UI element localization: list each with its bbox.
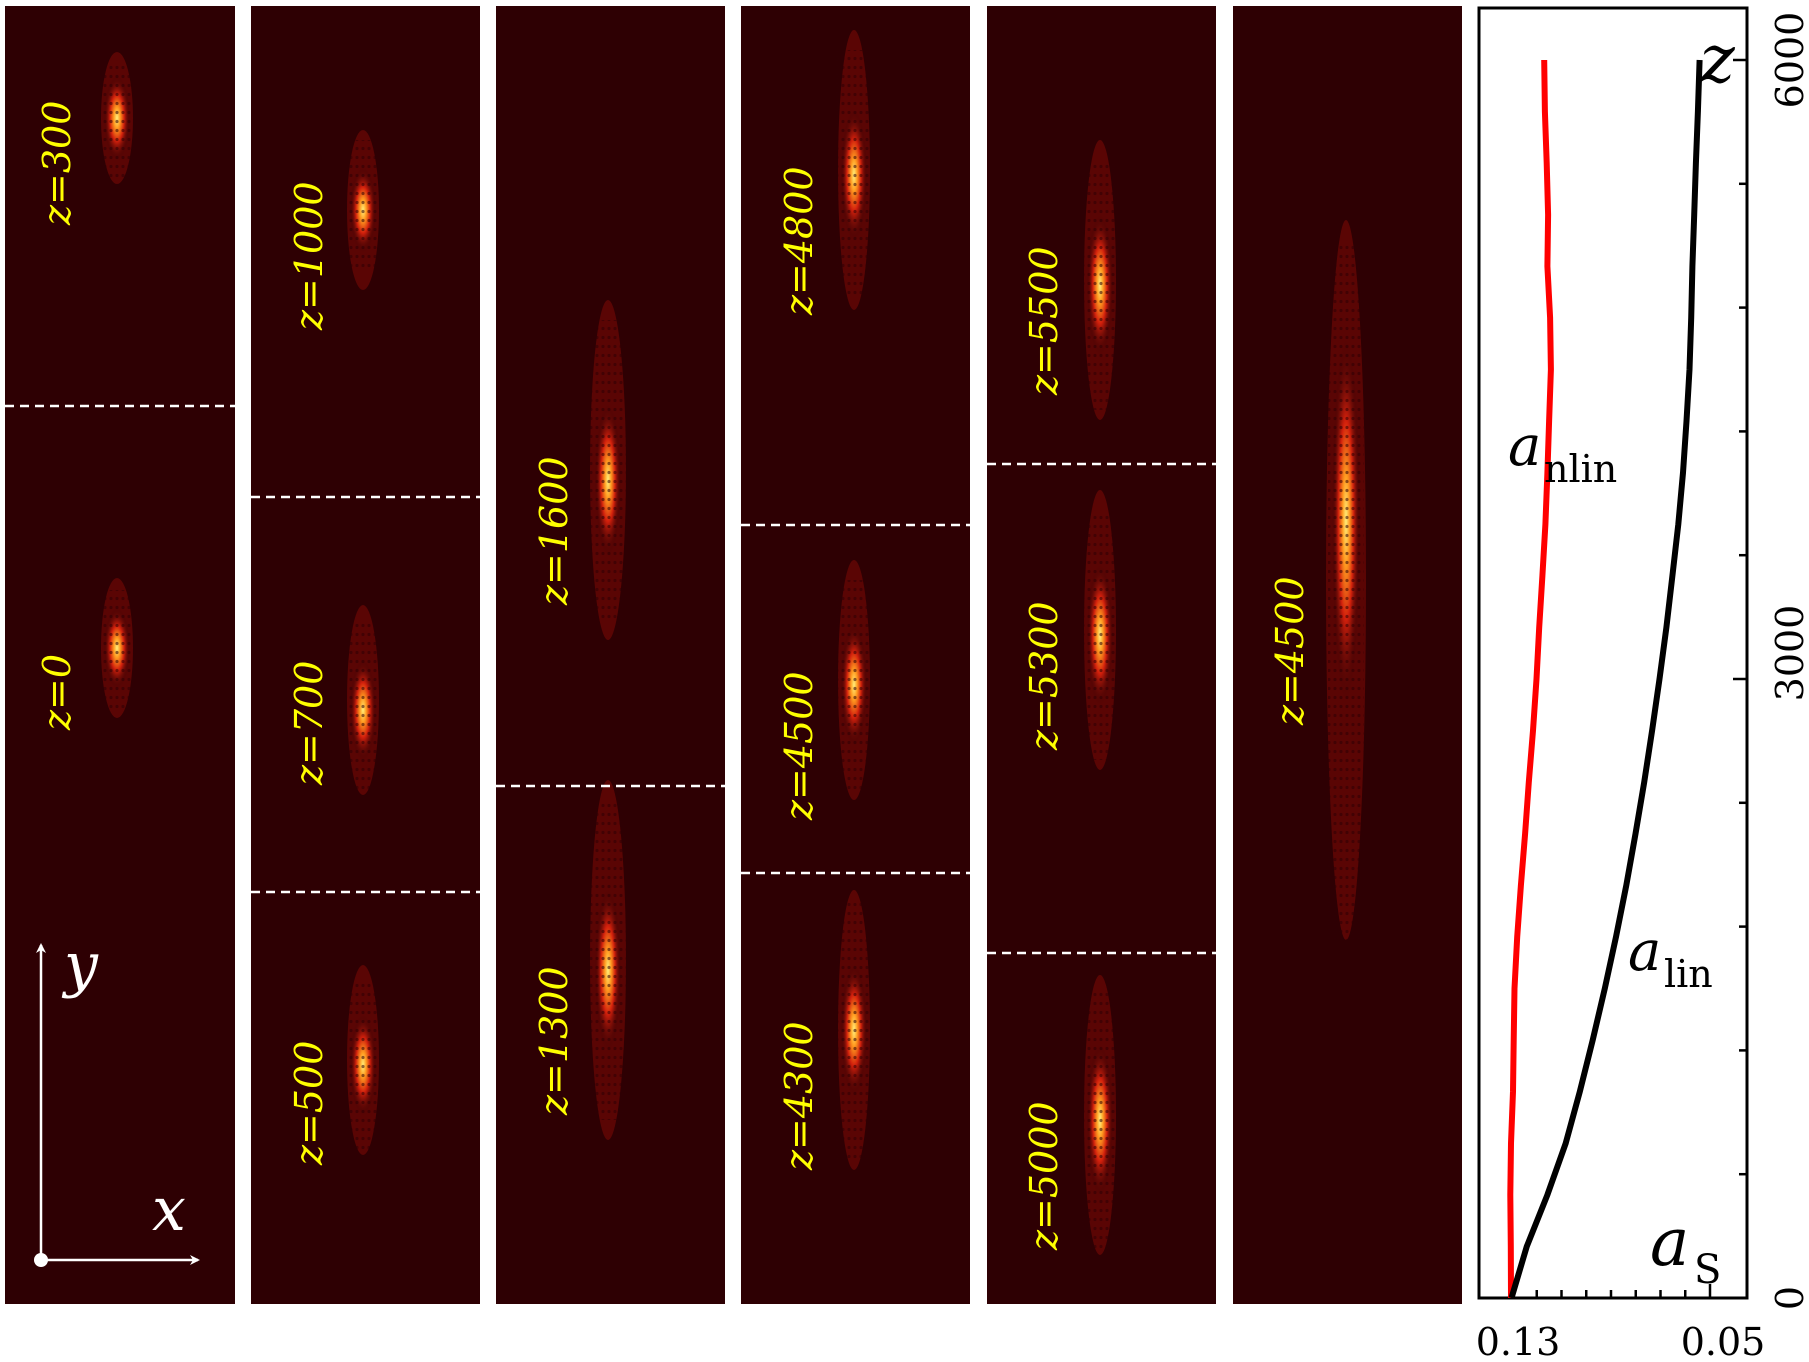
y-axis-label: y (61, 930, 99, 1000)
svg-text:a: a (1628, 919, 1661, 984)
beam-spot (1326, 220, 1366, 940)
snapshot-label: z=5500 (1022, 246, 1066, 396)
beam-spot (100, 578, 134, 718)
snapshot-label: z=300 (35, 101, 79, 226)
svg-text:S: S (1694, 1247, 1721, 1293)
panel-column-1: z=300 z=0 y x (5, 6, 235, 1304)
snapshot-label: z=5000 (1022, 1101, 1066, 1251)
svg-text:a: a (1650, 1204, 1689, 1281)
snapshot-label: z=0 (35, 654, 79, 731)
y-tick-label: 0 (1768, 1286, 1809, 1310)
beam-spot (836, 560, 872, 800)
beam-spot (836, 30, 872, 310)
snapshot-label: z=4800 (777, 166, 821, 316)
beam-spot (346, 130, 380, 290)
beam-spot (1082, 140, 1118, 420)
series-line-a-nlin (1507, 59, 1554, 1299)
panel-column-4: z=4800 z=4500 z=4300 (741, 6, 970, 1304)
beam-spot (836, 890, 872, 1170)
panel-column-6: z=4500 (1233, 6, 1462, 1304)
chart-frame (1477, 6, 1749, 1300)
beam-spot (590, 300, 626, 640)
x-axis-label: x (152, 1175, 186, 1245)
snapshot-label: z=5300 (1022, 601, 1066, 751)
snapshot-label: z=4500 (1268, 576, 1312, 726)
y-tick-label: 6000 (1768, 12, 1809, 109)
label-a-lin: a lin (1628, 919, 1713, 996)
beam-spot (1082, 975, 1118, 1255)
svg-text:a: a (1508, 414, 1541, 479)
x-tick-label: 0.13 (1476, 1320, 1561, 1362)
snapshot-label: z=4500 (777, 671, 821, 821)
svg-text:lin: lin (1664, 952, 1713, 996)
snapshot-label: z=500 (287, 1041, 331, 1166)
snapshot-label: z=1000 (287, 181, 331, 331)
beam-spot (100, 52, 134, 184)
beam-spot (346, 965, 380, 1155)
label-a-nlin: a nlin (1508, 414, 1617, 491)
snapshot-label: z=700 (287, 661, 331, 786)
snapshot-label: z=4300 (777, 1021, 821, 1171)
beam-spot (590, 780, 626, 1140)
x-tick-label: 0.05 (1681, 1320, 1766, 1362)
panel-column-2: z=1000 z=700 z=500 (251, 6, 480, 1304)
xy-axes-indicator: y x (34, 930, 200, 1267)
y-tick-label: 3000 (1768, 605, 1809, 702)
snapshot-label: z=1300 (532, 966, 576, 1116)
panel-column-5: z=5500 z=5300 z=5000 (987, 6, 1216, 1304)
series-line-a-lin (1508, 59, 1703, 1299)
svg-text:nlin: nlin (1544, 447, 1617, 491)
beam-spot (346, 605, 380, 795)
chart: 0.13 0.05 0 3000 6000 a nlin a lin a S z (1476, 6, 1809, 1362)
snapshot-label: z=1600 (532, 456, 576, 606)
beam-spot (1082, 490, 1118, 770)
z-axis-label: z (1699, 21, 1736, 98)
label-a-s: a S (1650, 1204, 1721, 1293)
panel-column-3: z=1600 z=1300 (496, 6, 725, 1304)
